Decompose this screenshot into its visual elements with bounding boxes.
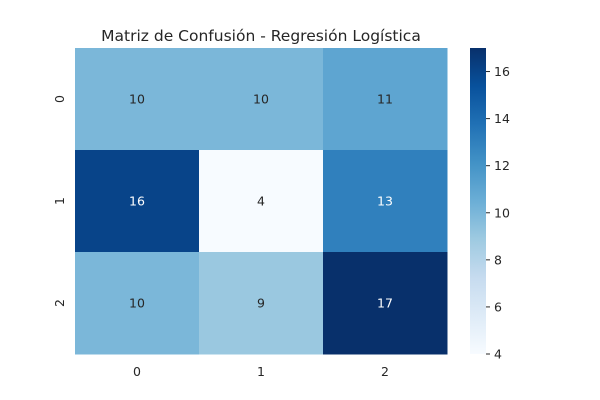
colorbar-tick-label: 6 bbox=[494, 299, 502, 314]
heatmap-cell bbox=[199, 150, 324, 253]
colorbar-tick-label: 16 bbox=[494, 64, 510, 79]
cell-value-label: 10 bbox=[129, 92, 145, 107]
y-tick-label: 2 bbox=[52, 299, 67, 307]
heatmap-cell bbox=[75, 252, 200, 355]
colorbar-tick-label: 4 bbox=[494, 347, 502, 362]
x-tick-label: 2 bbox=[381, 364, 389, 379]
cell-value-label: 10 bbox=[253, 92, 269, 107]
heatmap-cell bbox=[323, 252, 448, 355]
heatmap-cell bbox=[75, 150, 200, 253]
heatmap-cells: 10 10 11 16 4 13 10 9 17 bbox=[75, 48, 448, 355]
cell-value-label: 17 bbox=[377, 296, 393, 311]
colorbar-tick-label: 10 bbox=[494, 205, 510, 220]
x-tick-label: 1 bbox=[257, 364, 265, 379]
cell-value-label: 9 bbox=[257, 296, 265, 311]
x-tick-label: 0 bbox=[133, 364, 141, 379]
x-axis-ticks: 0 1 2 bbox=[133, 364, 389, 379]
colorbar-gradient bbox=[470, 48, 486, 354]
y-tick-label: 0 bbox=[52, 95, 67, 103]
y-axis-ticks: 0 1 2 bbox=[52, 95, 67, 307]
colorbar: 4 6 8 10 12 14 16 bbox=[470, 48, 510, 362]
cell-value-label: 16 bbox=[129, 194, 145, 209]
y-tick-label: 1 bbox=[52, 197, 67, 205]
cell-value-label: 11 bbox=[377, 92, 393, 107]
cell-value-label: 13 bbox=[377, 194, 393, 209]
colorbar-tick-label: 12 bbox=[494, 158, 510, 173]
heatmap-cell bbox=[323, 48, 448, 151]
heatmap-cell bbox=[199, 252, 324, 355]
heatmap-cell bbox=[323, 150, 448, 253]
colorbar-tick-label: 14 bbox=[494, 111, 510, 126]
heatmap-cell bbox=[199, 48, 324, 151]
cell-value-label: 10 bbox=[129, 296, 145, 311]
heatmap-cell bbox=[75, 48, 200, 151]
colorbar-tick-label: 8 bbox=[494, 252, 502, 267]
cell-value-label: 4 bbox=[257, 194, 265, 209]
chart-title: Matriz de Confusión - Regresión Logístic… bbox=[101, 27, 421, 45]
